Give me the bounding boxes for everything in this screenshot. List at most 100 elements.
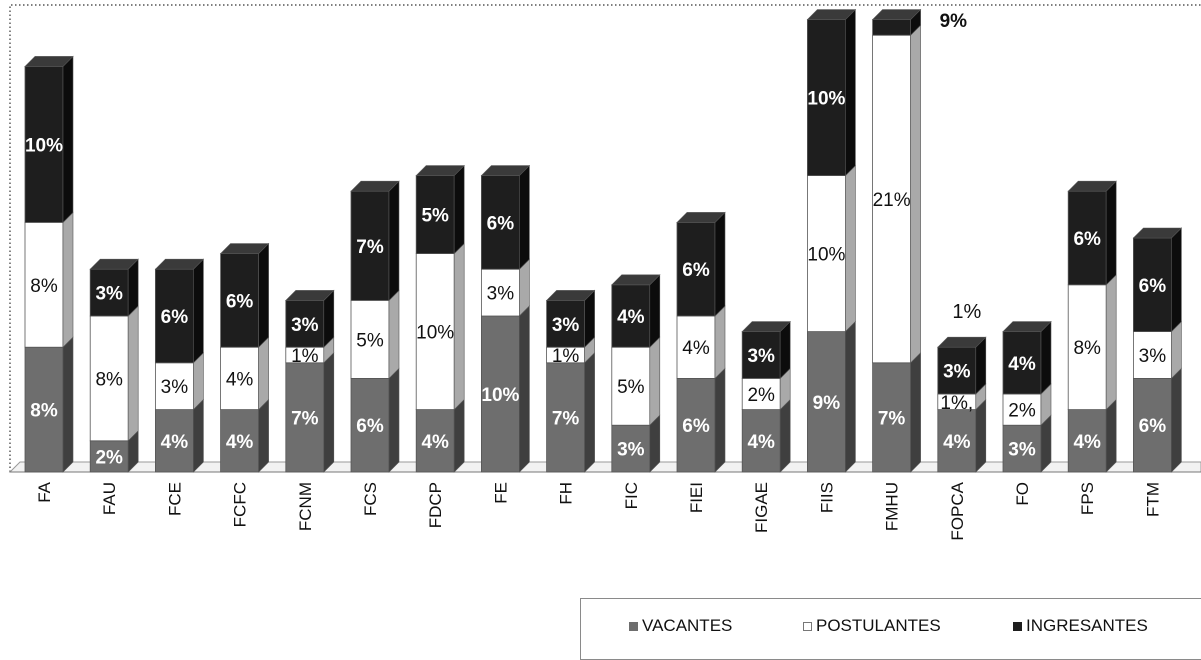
data-label-ingresantes-fau: 3% (95, 284, 123, 305)
bar-vacantes-fcs (350, 377, 390, 473)
bar-top-ftm (1132, 227, 1183, 239)
bar-postulantes-fo (1002, 393, 1042, 426)
bar-ingresantes-fcs (350, 190, 390, 301)
bar-top-fmhu (871, 9, 922, 20)
data-label-postulantes-fcs: 5% (356, 330, 384, 351)
data-label-vacantes-fiis: 9% (813, 393, 841, 414)
bar-ingresantes-fic (611, 284, 651, 348)
bar-top-fa (24, 56, 74, 67)
bar-top-fo (1002, 321, 1052, 332)
legend: VACANTES POSTULANTES INGRESANTES (580, 598, 1201, 660)
bar-top-fiei (676, 212, 726, 223)
bar-top-fcs (350, 180, 400, 192)
data-label-ingresantes-fcs: 7% (356, 237, 384, 258)
data-label-postulantes-fh: 1% (552, 346, 580, 367)
data-label-postulantes-fa: 8% (30, 276, 58, 297)
bar-side-vacantes-ftm (1171, 367, 1182, 473)
bar-ingresantes-fiei (676, 221, 716, 317)
bar-ingresantes-fa (24, 66, 64, 223)
data-label-postulantes-fiis: 10% (807, 245, 845, 266)
bar-ingresantes-fh (546, 299, 585, 348)
data-label-postulantes-fdcp: 10% (416, 323, 454, 344)
bar-side-ingresantes-fiei (714, 211, 726, 317)
data-label-ingresantes-fce: 6% (161, 307, 189, 328)
bar-top-fdcp (415, 165, 465, 176)
data-label-vacantes-fopca: 4% (943, 432, 971, 453)
bar-postulantes-fdcp (415, 253, 455, 411)
bar-side-vacantes-fcs (388, 367, 400, 473)
tick-label-fcnm: FCNM (296, 482, 315, 531)
bar-side-vacantes-fce (193, 398, 204, 473)
bar-side-ingresantes-fiis (845, 8, 856, 177)
bar-top-fps (1067, 180, 1117, 192)
bar-vacantes-fcnm (285, 362, 325, 473)
bar-ingresantes-fo (1002, 331, 1042, 395)
tick-label-fa: FA (35, 481, 54, 502)
data-label-vacantes-fcs: 6% (356, 416, 384, 437)
tick-label-fopca: FOPCA (948, 481, 967, 540)
data-label-ingresantes-fiis: 10% (807, 89, 845, 110)
data-label-ingresantes-fh: 3% (552, 315, 580, 336)
data-label-ingresantes-figae: 3% (747, 346, 775, 367)
tick-label-fh: FH (557, 482, 576, 505)
bar-side-vacantes-fcnm (323, 352, 335, 473)
data-label-ingresantes-fe: 6% (487, 213, 515, 234)
bar-vacantes-fh (546, 362, 585, 473)
bar-postulantes-ftm (1133, 331, 1172, 379)
tick-label-fce: FCE (165, 482, 184, 516)
legend-swatch-ingresantes (1013, 621, 1022, 631)
bar-ingresantes-figae (741, 331, 781, 379)
bar-postulantes-fiis (807, 175, 846, 333)
bar-ingresantes-fdcp (415, 175, 455, 255)
bar-side-ingresantes-fdcp (453, 164, 465, 255)
bar-side-ingresantes-fcfc (258, 242, 269, 348)
bar-side-ingresantes-fps (1105, 180, 1117, 286)
bar-side-postulantes-fic (649, 336, 661, 426)
data-label-postulantes-fmhu: 21% (873, 190, 911, 211)
data-label-vacantes-fic: 3% (617, 440, 645, 461)
data-label-postulantes-ftm: 3% (1139, 346, 1167, 367)
bar-postulantes-fmhu (872, 34, 911, 364)
data-label-ingresantes-fps: 6% (1073, 229, 1101, 250)
tick-label-fdcp: FDCP (426, 482, 445, 528)
legend-item-ingresantes: INGRESANTES (1013, 616, 1148, 636)
bar-ingresantes-fce (154, 268, 194, 364)
bar-vacantes-fcfc (220, 409, 260, 473)
bar-side-postulantes-fmhu (910, 24, 921, 364)
data-label-vacantes-figae: 4% (747, 432, 775, 453)
bar-side-ingresantes-fcs (388, 180, 400, 302)
bar-side-postulantes-fps (1105, 274, 1117, 411)
legend-item-vacantes: VACANTES (629, 616, 732, 636)
outside-label-fmhu: 9% (940, 11, 968, 32)
bar-side-vacantes-fh (584, 352, 595, 473)
tick-label-fau: FAU (100, 482, 119, 515)
data-label-vacantes-ftm: 6% (1139, 416, 1167, 437)
data-label-postulantes-fe: 3% (487, 284, 515, 305)
data-label-ingresantes-fcnm: 3% (291, 315, 319, 336)
data-label-postulantes-fce: 3% (161, 377, 189, 398)
data-label-postulantes-fcnm: 1% (291, 346, 319, 367)
bar-vacantes-fdcp (415, 409, 455, 473)
tick-label-fmhu: FMHU (883, 482, 902, 531)
bar-side-postulantes-fcfc (258, 336, 269, 411)
bar-postulantes-fic (611, 346, 651, 426)
data-label-postulantes-fps: 8% (1073, 338, 1101, 359)
bar-postulantes-fcfc (220, 346, 260, 411)
bar-top-fiis (806, 9, 857, 20)
bar-side-vacantes-figae (779, 398, 791, 473)
data-label-vacantes-fiei: 6% (682, 416, 710, 437)
bar-side-vacantes-fiei (714, 367, 726, 473)
bar-postulantes-fiei (676, 315, 716, 379)
bar-vacantes-fic (611, 424, 651, 473)
data-label-vacantes-fmhu: 7% (878, 408, 906, 429)
bar-top-figae (741, 321, 791, 332)
tick-label-fo: FO (1013, 482, 1032, 506)
data-label-vacantes-fcfc: 4% (226, 432, 254, 453)
tick-label-fiis: FIIS (817, 482, 836, 513)
bar-side-postulantes-fdcp (453, 242, 465, 411)
bar-side-ingresantes-fo (1040, 320, 1052, 395)
data-label-postulantes-fcfc: 4% (226, 369, 254, 390)
bar-ingresantes-fau (89, 268, 129, 317)
bar-side-ingresantes-fa (62, 55, 74, 224)
